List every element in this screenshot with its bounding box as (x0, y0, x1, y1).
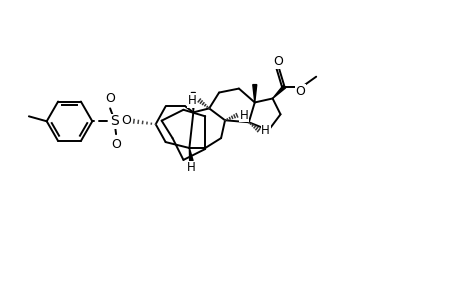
Polygon shape (191, 92, 195, 112)
Text: O: O (105, 92, 115, 105)
Text: O: O (273, 55, 283, 68)
Polygon shape (189, 148, 193, 161)
Text: O: O (121, 114, 131, 127)
Text: H: H (188, 94, 196, 107)
Text: H: H (261, 124, 269, 137)
Polygon shape (252, 85, 256, 102)
Text: S: S (109, 114, 118, 128)
Text: H: H (239, 109, 248, 122)
Text: O: O (295, 85, 305, 98)
Text: O: O (111, 138, 121, 151)
Text: H: H (186, 161, 196, 174)
Polygon shape (272, 85, 285, 98)
